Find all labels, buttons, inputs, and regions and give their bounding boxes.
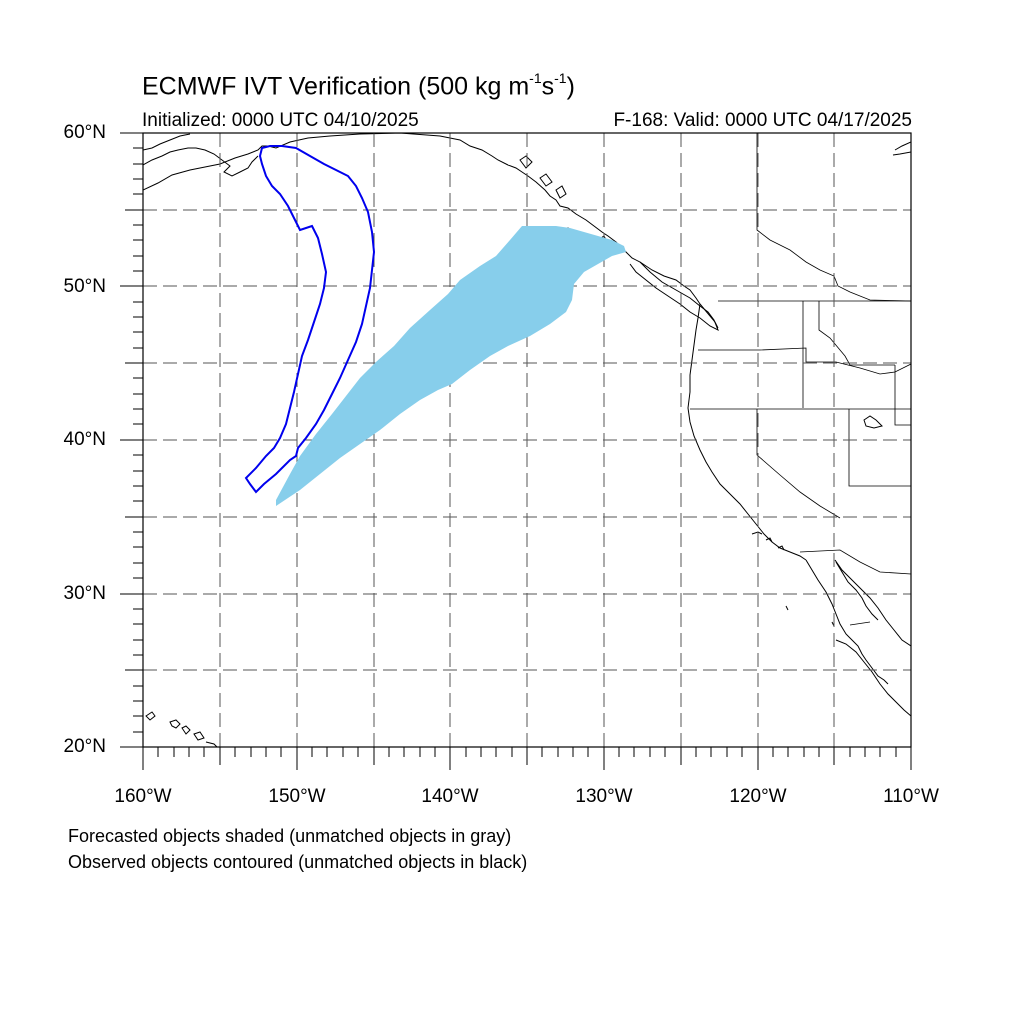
lon-label-110w: 110°W [883, 786, 939, 807]
lon-label-120w: 120°W [729, 786, 787, 807]
lon-label-130w: 130°W [575, 786, 633, 807]
forecast-ivt-object [276, 226, 626, 506]
tick-marks [120, 132, 912, 770]
initialized-label: Initialized: 0000 UTC 04/10/2025 [142, 110, 419, 131]
lon-label-140w: 140°W [421, 786, 479, 807]
lat-label-40n: 40°N [63, 429, 106, 450]
plot-title: ECMWF IVT Verification (500 kg m-1s-1) [142, 70, 575, 101]
note-forecast: Forecasted objects shaded (unmatched obj… [68, 826, 512, 846]
political-borders [690, 133, 911, 626]
lat-label-50n: 50°N [63, 276, 106, 297]
lat-label-30n: 30°N [63, 583, 106, 604]
lat-label-60n: 60°N [63, 122, 106, 143]
valid-time-label: F-168: Valid: 0000 UTC 04/17/2025 [613, 110, 912, 131]
note-observed: Observed objects contoured (unmatched ob… [68, 852, 528, 872]
observed-ivt-contour [244, 145, 376, 494]
lat-label-20n: 20°N [63, 736, 106, 757]
lon-label-150w: 150°W [268, 786, 326, 807]
lon-label-160w: 160°W [114, 786, 172, 807]
gridlines [143, 133, 911, 747]
